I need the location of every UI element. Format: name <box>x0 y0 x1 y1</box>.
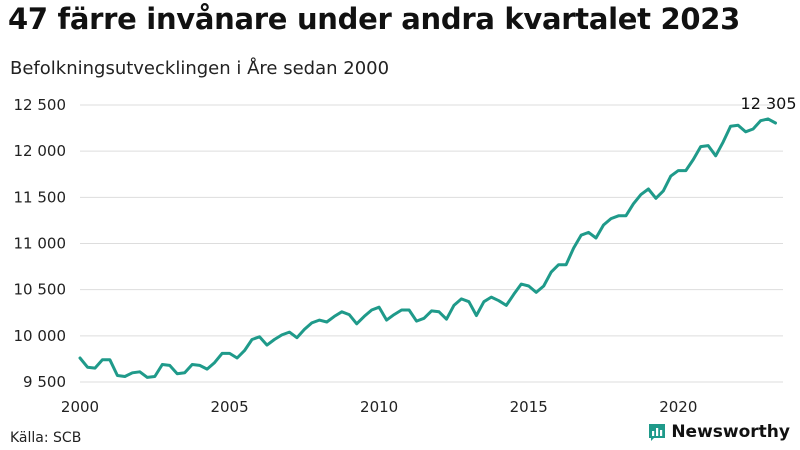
brand-logo: Newsworthy <box>648 422 790 442</box>
chart-title: 47 färre invånare under andra kvartalet … <box>8 2 740 36</box>
last-value-label: 12 305 <box>741 94 797 113</box>
y-tick-label: 10 500 <box>14 281 67 299</box>
x-tick-label: 2020 <box>659 398 697 416</box>
y-tick-label: 10 000 <box>14 327 67 345</box>
y-tick-label: 11 000 <box>14 235 67 253</box>
x-tick-label: 2005 <box>210 398 248 416</box>
y-tick-label: 11 500 <box>14 188 67 206</box>
grid-lines <box>80 104 783 383</box>
y-axis-tick-labels: 9 500 10 000 10 500 11 000 11 500 12 000 12 50… <box>14 96 67 391</box>
x-tick-label: 2010 <box>360 398 398 416</box>
brand-name: Newsworthy <box>671 422 790 442</box>
y-tick-label: 12 000 <box>14 142 67 160</box>
series-layer <box>78 117 777 379</box>
bar-chart-logo-icon <box>649 424 666 441</box>
y-tick-label: 9 500 <box>23 373 66 391</box>
annotation-layer: 12 305 <box>741 94 797 113</box>
chart-subtitle: Befolkningsutvecklingen i Åre sedan 2000 <box>10 58 390 79</box>
source-credit: Källa: SCB <box>10 430 82 446</box>
series-line <box>78 117 777 379</box>
x-tick-label: 2000 <box>61 398 99 416</box>
x-tick-label: 2015 <box>510 398 548 416</box>
x-axis-tick-labels: 2000 2005 2010 2015 2020 <box>61 398 697 416</box>
y-tick-label: 12 500 <box>14 96 67 114</box>
